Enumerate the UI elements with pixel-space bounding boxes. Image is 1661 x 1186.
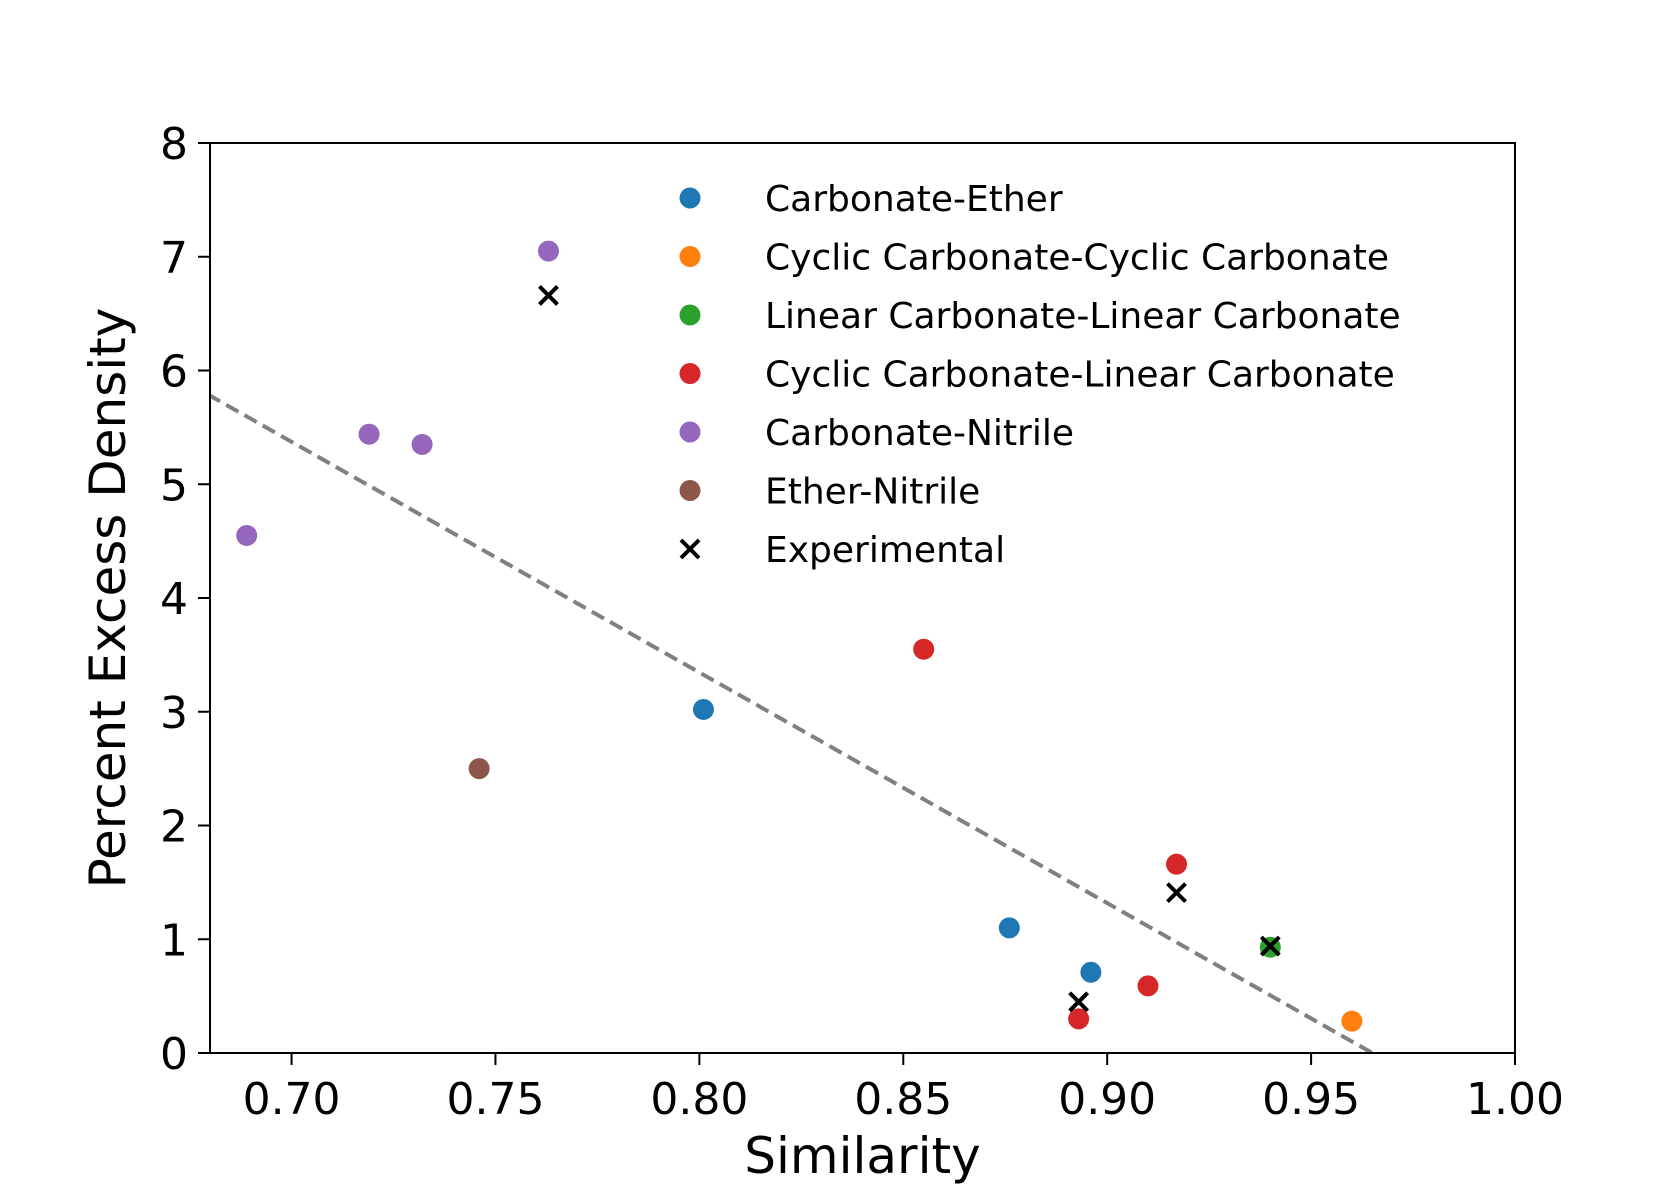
x-axis-title: Similarity bbox=[744, 1127, 980, 1185]
y-tick-label: 3 bbox=[160, 688, 188, 739]
legend-item: Cyclic Carbonate-Linear Carbonate bbox=[679, 355, 1395, 396]
plot-area bbox=[210, 240, 1374, 1053]
data-point-series-4 bbox=[537, 240, 559, 262]
x-tick-label: 0.75 bbox=[446, 1074, 544, 1125]
legend: Carbonate-Ether Cyclic Carbonate-Cyclic C… bbox=[679, 179, 1401, 571]
legend-label: Cyclic Carbonate-Linear Carbonate bbox=[765, 355, 1395, 396]
legend-label: Linear Carbonate-Linear Carbonate bbox=[765, 296, 1401, 337]
y-tick-label: 2 bbox=[160, 802, 188, 853]
data-point-experimental bbox=[1259, 935, 1281, 957]
data-point-series-4 bbox=[411, 433, 433, 455]
legend-item: Linear Carbonate-Linear Carbonate bbox=[679, 296, 1401, 337]
data-point-experimental bbox=[1166, 882, 1187, 904]
data-point-series-0 bbox=[998, 917, 1020, 939]
y-tick-label: 1 bbox=[160, 915, 188, 966]
plot-content bbox=[210, 240, 1374, 1053]
legend-label: Experimental bbox=[765, 530, 1005, 571]
x-axis: 0.70 0.75 0.80 0.85 0.90 0.95 1.00 bbox=[243, 1053, 1564, 1125]
data-point-series-1 bbox=[1341, 1010, 1363, 1032]
legend-label: Carbonate-Ether bbox=[765, 179, 1063, 220]
legend-item: Cyclic Carbonate-Cyclic Carbonate bbox=[679, 238, 1389, 279]
x-tick-label: 1.00 bbox=[1466, 1074, 1564, 1125]
x-tick-label: 0.95 bbox=[1262, 1074, 1360, 1125]
legend-item: Experimental bbox=[679, 530, 1005, 571]
y-tick-label: 8 bbox=[160, 119, 188, 170]
legend-marker bbox=[679, 363, 701, 384]
data-point-series-5 bbox=[468, 758, 490, 780]
legend-marker bbox=[679, 538, 701, 560]
x-tick-label: 0.80 bbox=[650, 1074, 748, 1125]
data-point-series-4 bbox=[236, 524, 258, 546]
legend-marker bbox=[679, 480, 701, 501]
data-point-series-3 bbox=[1068, 1008, 1090, 1030]
legend-item: Carbonate-Ether bbox=[679, 179, 1063, 220]
data-point-series-3 bbox=[1137, 975, 1159, 997]
y-tick-label: 6 bbox=[160, 347, 188, 398]
legend-label: Ether-Nitrile bbox=[765, 472, 980, 513]
x-tick-label: 0.85 bbox=[854, 1074, 952, 1125]
legend-label: Carbonate-Nitrile bbox=[765, 413, 1074, 454]
y-tick-label: 4 bbox=[160, 574, 188, 625]
data-point-series-3 bbox=[913, 638, 935, 660]
x-tick-label: 0.90 bbox=[1058, 1074, 1156, 1125]
data-point-series-0 bbox=[1080, 961, 1102, 983]
y-axis-title: Percent Excess Density bbox=[79, 308, 137, 889]
x-tick-label: 0.70 bbox=[243, 1074, 341, 1125]
y-tick-label: 7 bbox=[160, 233, 188, 284]
y-axis: 0 1 2 3 4 5 6 7 8 bbox=[160, 119, 210, 1080]
trendline bbox=[210, 393, 1374, 1053]
legend-marker bbox=[679, 187, 701, 209]
legend-item: Ether-Nitrile bbox=[679, 472, 980, 513]
data-point-series-4 bbox=[358, 423, 380, 445]
y-tick-label: 0 bbox=[160, 1029, 188, 1080]
legend-label: Cyclic Carbonate-Cyclic Carbonate bbox=[765, 238, 1389, 279]
legend-marker bbox=[679, 304, 701, 326]
legend-marker bbox=[679, 246, 701, 267]
y-tick-label: 5 bbox=[160, 460, 188, 511]
data-point-series-0 bbox=[692, 698, 714, 720]
data-point-experimental bbox=[1068, 991, 1090, 1013]
data-point-series-3 bbox=[1166, 853, 1188, 875]
legend-marker bbox=[679, 421, 701, 443]
data-point-experimental bbox=[538, 285, 559, 306]
legend-item: Carbonate-Nitrile bbox=[679, 413, 1074, 454]
